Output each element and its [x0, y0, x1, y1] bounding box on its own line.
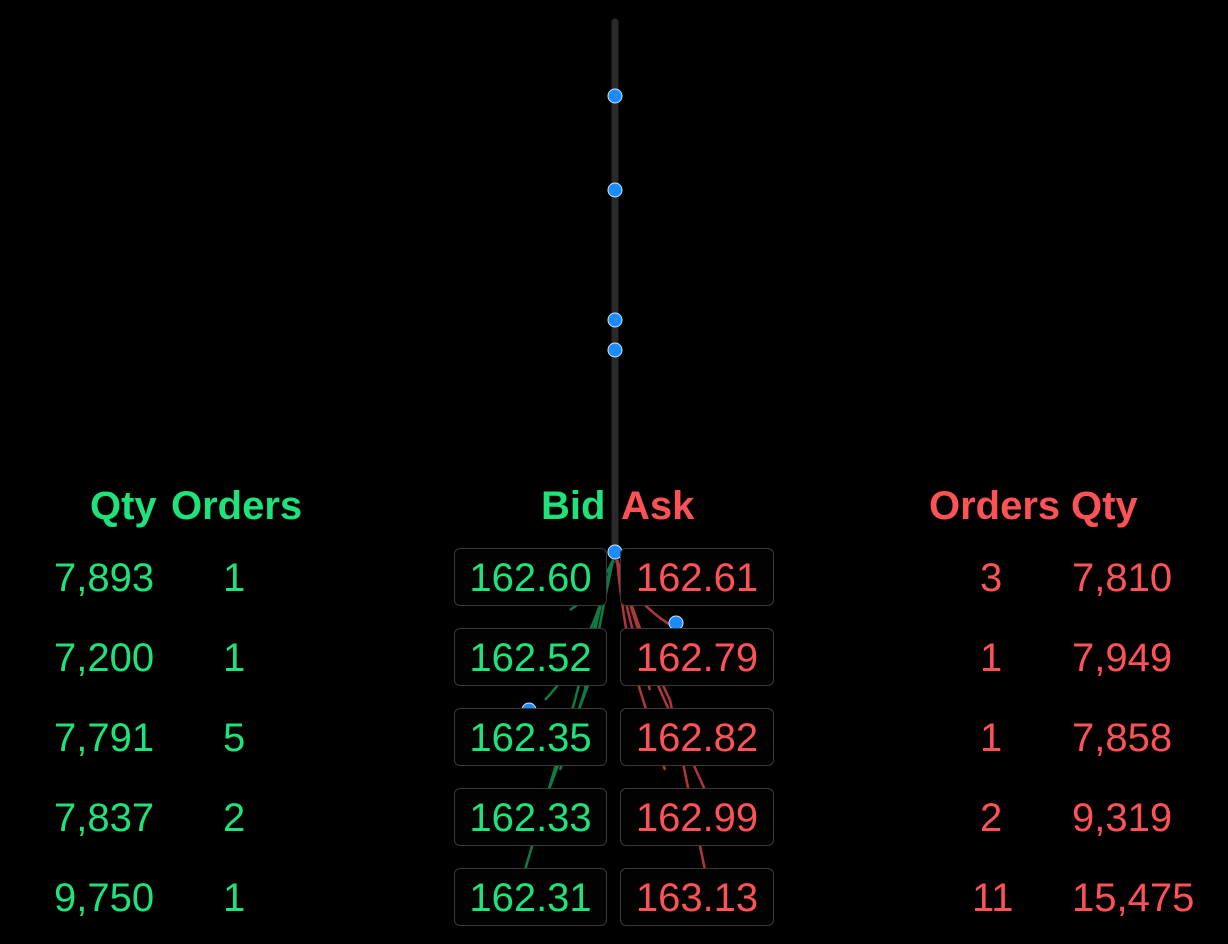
bid-orders: 1: [223, 556, 246, 600]
ask-price-box[interactable]: 162.99: [620, 788, 774, 846]
ask-orders: 3: [980, 556, 1003, 600]
bid-price-box[interactable]: 162.52: [454, 628, 607, 686]
ask-orders-header: Orders: [929, 484, 1061, 528]
ask-qty: 7,858: [1072, 716, 1173, 760]
price-dot: [607, 342, 623, 358]
bid-price-box[interactable]: 162.31: [454, 868, 607, 926]
ask-qty-header: Qty: [1071, 484, 1138, 528]
bid-qty: 7,893: [54, 556, 155, 600]
bid-qty: 9,750: [54, 876, 155, 920]
bid-price-box[interactable]: 162.33: [454, 788, 607, 846]
ask-price-box[interactable]: 162.79: [620, 628, 774, 686]
bid-orders: 1: [223, 636, 246, 680]
ask-orders: 1: [980, 636, 1003, 680]
ask-orders: 2: [980, 796, 1003, 840]
price-dot: [607, 182, 623, 198]
bid-qty: 7,200: [54, 636, 155, 680]
ask-header: Ask: [621, 484, 695, 528]
price-dot: [607, 312, 623, 328]
bid-qty-header: Qty: [90, 484, 157, 528]
price-dot: [607, 88, 623, 104]
bid-price-box[interactable]: 162.35: [454, 708, 607, 766]
price-dots: [521, 88, 684, 718]
bid-qty: 7,791: [54, 716, 155, 760]
ask-qty: 7,810: [1072, 556, 1173, 600]
ask-qty: 7,949: [1072, 636, 1173, 680]
bid-qty: 7,837: [54, 796, 155, 840]
ask-price-box[interactable]: 163.13: [620, 868, 774, 926]
bid-header: Bid: [541, 484, 606, 528]
ask-price-box[interactable]: 162.82: [620, 708, 774, 766]
bid-orders: 2: [223, 796, 246, 840]
bid-orders: 1: [223, 876, 246, 920]
bid-orders: 5: [223, 716, 246, 760]
ask-orders: 1: [980, 716, 1003, 760]
bid-price-box[interactable]: 162.60: [454, 548, 607, 606]
ask-qty: 9,319: [1072, 796, 1173, 840]
ask-price-box[interactable]: 162.61: [620, 548, 774, 606]
bid-orders-header: Orders: [171, 484, 303, 528]
ask-orders: 11: [972, 876, 1014, 920]
ask-qty: 15,475: [1072, 876, 1195, 920]
